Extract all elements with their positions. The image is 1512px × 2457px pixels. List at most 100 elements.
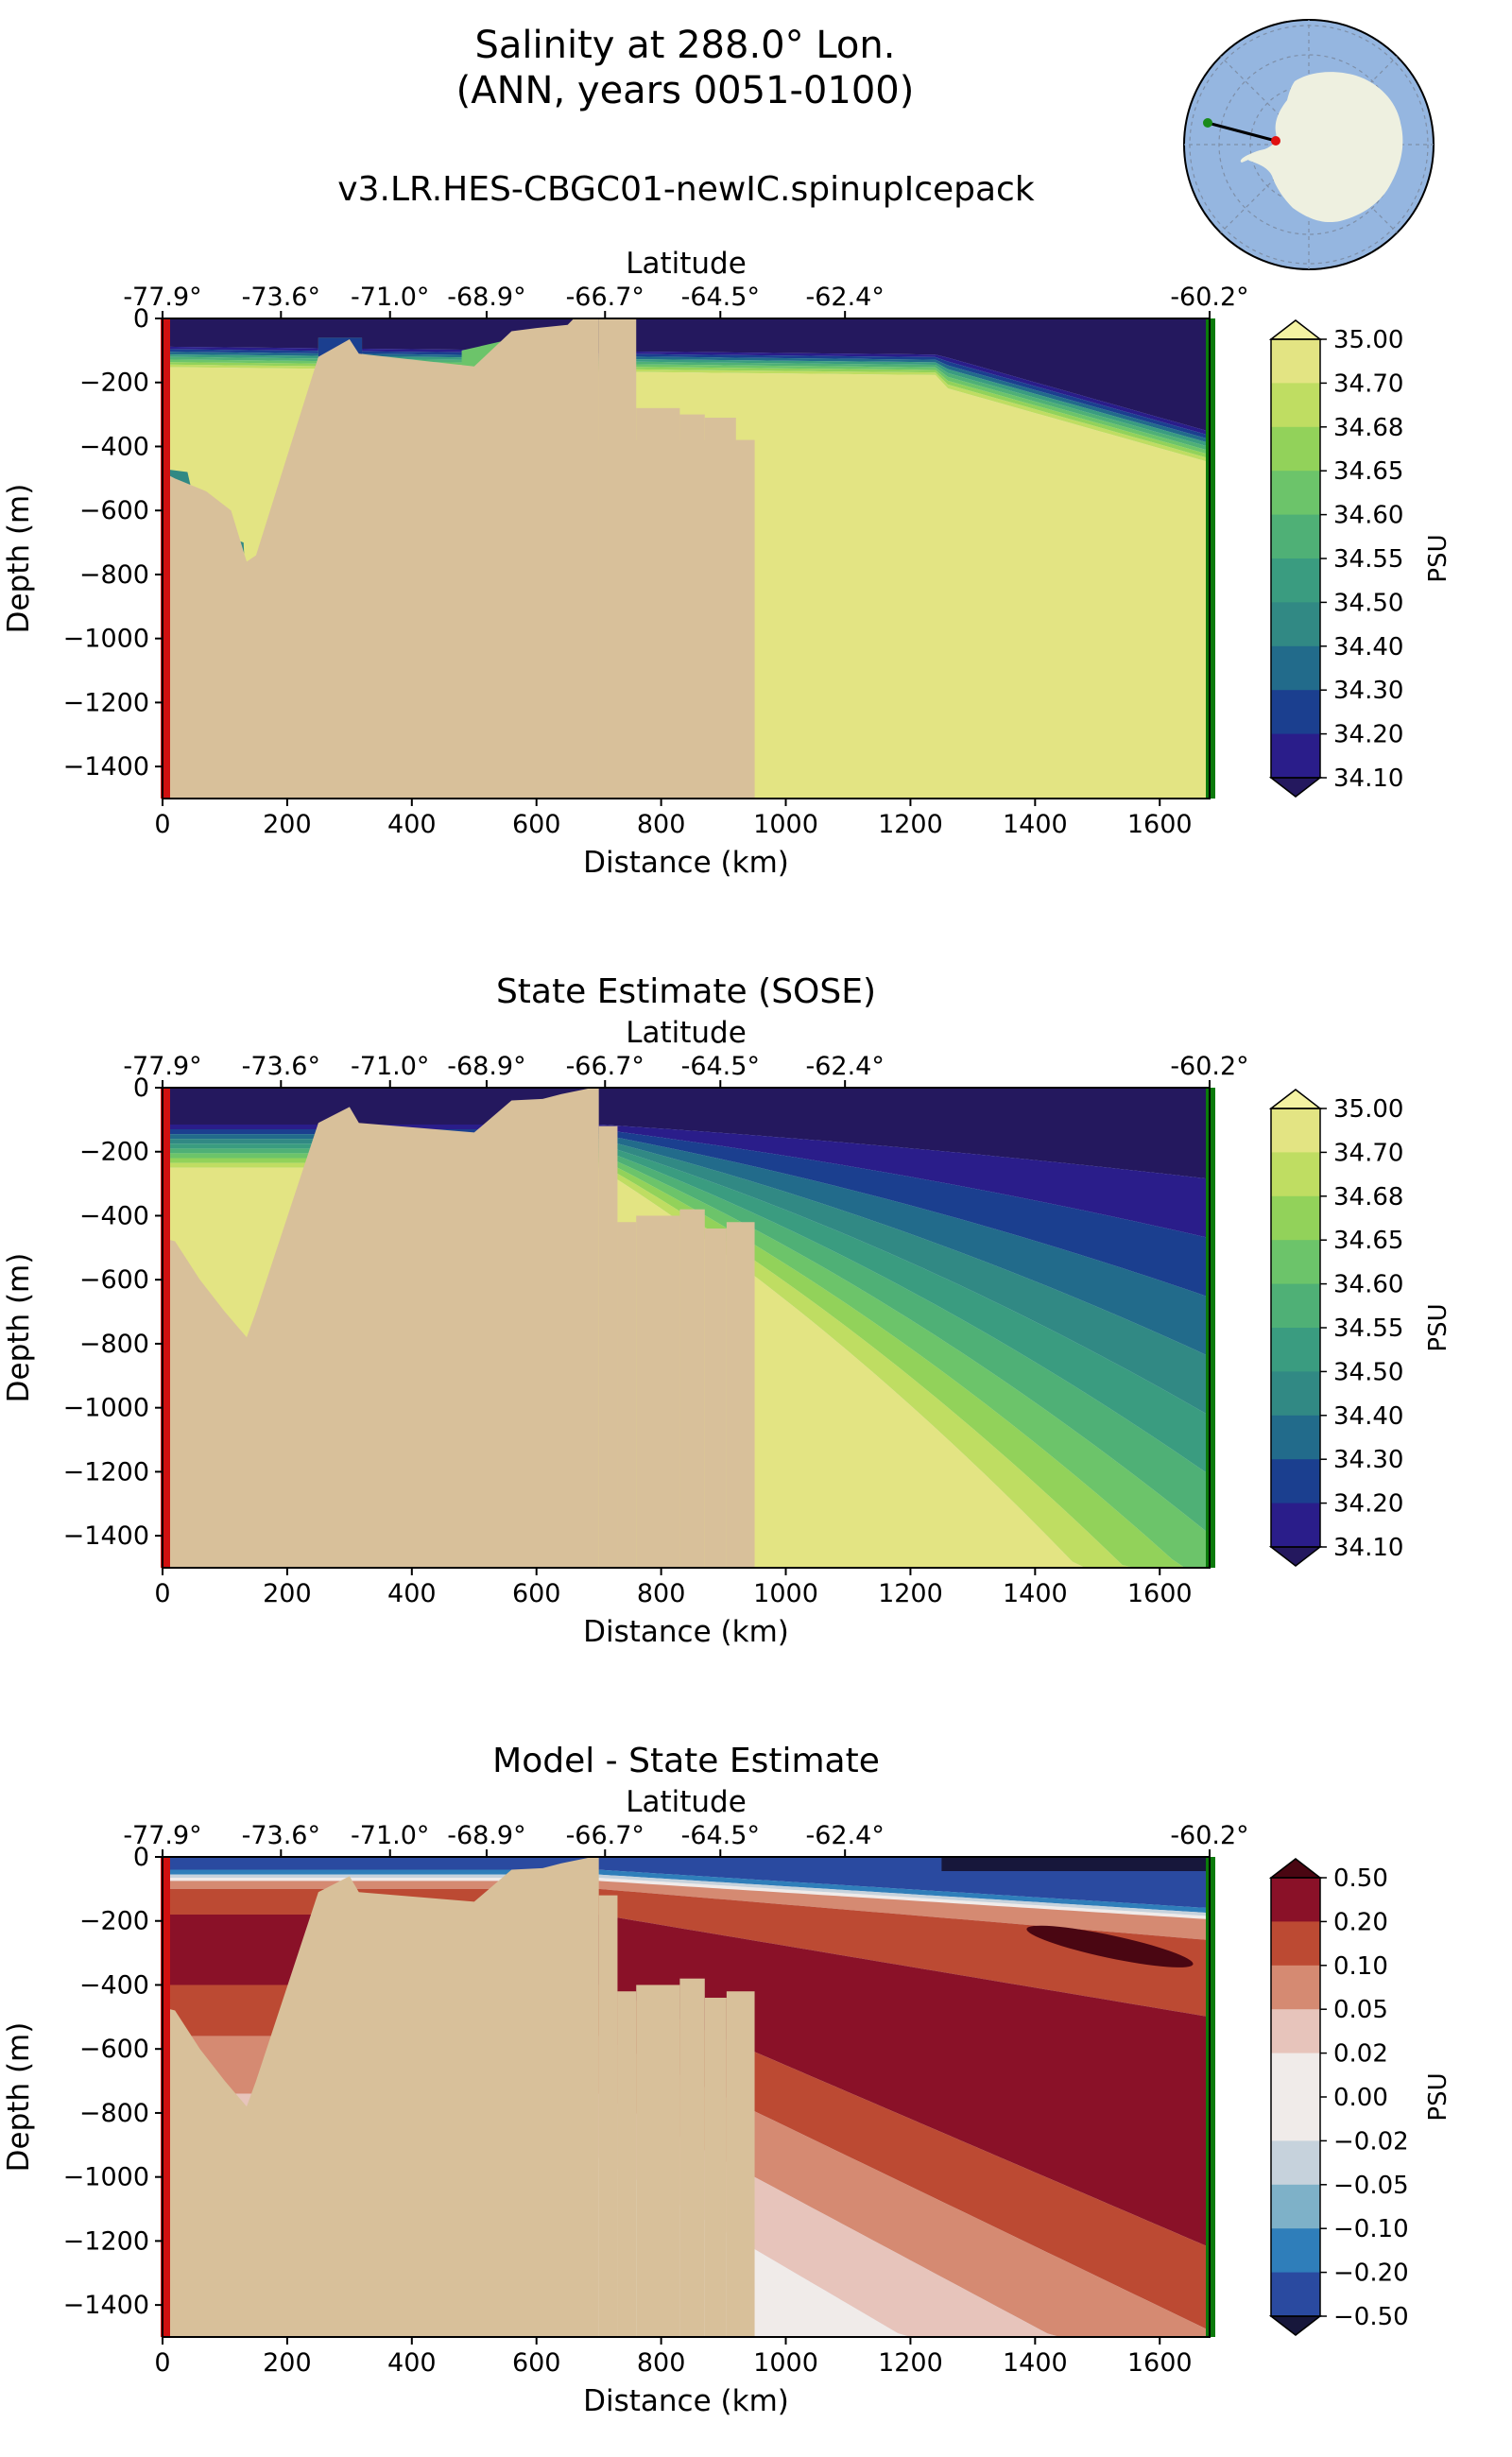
- land-block: [726, 1222, 755, 1568]
- land-profile: [163, 1857, 599, 2337]
- colorbar-segment: [1271, 471, 1320, 516]
- antarctica-land: [1247, 72, 1403, 223]
- colorbar-segment: [1271, 733, 1320, 779]
- x-axis-label: Distance (km): [583, 846, 789, 880]
- colorbar-segment: [1271, 339, 1320, 384]
- contour-band-8: [163, 1158, 1210, 1568]
- x-tick-label: 800: [637, 1579, 686, 1608]
- x-tick-label: 600: [512, 1579, 561, 1608]
- x-tick-label: 1400: [1003, 2348, 1068, 2378]
- plot-area: [163, 1857, 1210, 2337]
- colorbar-tick-label: 34.65: [1333, 457, 1403, 486]
- lat-tick-label: -62.4°: [805, 1821, 884, 1850]
- lat-tick-label: -71.0°: [351, 283, 429, 312]
- colorbar-tick-label: −0.10: [1333, 2215, 1409, 2243]
- lat-tick-label: -64.5°: [681, 283, 760, 312]
- colorbar-segment: [1271, 1195, 1320, 1241]
- y-tick-label: −1000: [63, 2163, 149, 2192]
- lat-tick-label: -66.7°: [566, 283, 644, 312]
- colorbar-segment: [1271, 1459, 1320, 1504]
- x-tick-label: 400: [387, 810, 437, 839]
- colorbar-tick-label: 34.30: [1333, 1446, 1403, 1474]
- colorbar-tick-label: −0.05: [1333, 2172, 1409, 2200]
- colorbar-segment: [1271, 2272, 1320, 2317]
- land-block: [726, 1991, 755, 2337]
- panel-title: Model - State Estimate: [492, 1742, 880, 1780]
- colorbar-segment: [1271, 1371, 1320, 1417]
- colorbar: 0.50 0.20 0.10 0.05 0.02 0.00 −0.02 −0.05 −0.10 −…: [1268, 1858, 1452, 2336]
- colorbar-tick-label: 34.30: [1333, 677, 1403, 705]
- contour-band-1: [163, 1869, 1210, 1914]
- lat-tick-label: -68.9°: [447, 1821, 525, 1850]
- y-tick-label: −800: [79, 560, 149, 590]
- x-tick-label: 0: [154, 2348, 170, 2378]
- colorbar-segment: [1271, 1921, 1320, 1967]
- axes-frame: [162, 318, 1211, 799]
- x-tick-label: 200: [263, 1579, 312, 1608]
- land-block: [617, 1222, 637, 1568]
- y-tick-label: −1200: [63, 2226, 149, 2256]
- y-tick-label: −600: [79, 496, 149, 525]
- colorbar-label: PSU: [1424, 2072, 1452, 2121]
- axes-frame: [162, 1087, 1211, 1569]
- colorbar-tick-label: 35.00: [1333, 1095, 1403, 1124]
- land-block: [704, 1998, 727, 2337]
- lat-tick-label: -64.5°: [681, 1821, 760, 1850]
- section-start-line: [161, 1088, 170, 1568]
- y-tick-label: −200: [79, 1138, 149, 1167]
- top-axis-label: Latitude: [626, 247, 747, 281]
- colorbar: 35.00 34.70 34.68 34.65 34.60 34.55 34.50 34.40…: [1268, 1089, 1452, 1567]
- y-tick-label: −1400: [63, 2291, 149, 2320]
- lat-tick-label: -62.4°: [805, 1052, 884, 1081]
- colorbar-segment: [1271, 1965, 1320, 2010]
- antarctica-map-icon: [1183, 19, 1435, 270]
- colorbar-tick-label: 34.10: [1333, 765, 1403, 793]
- lat-tick-label: -68.9°: [447, 1052, 525, 1081]
- y-tick-label: −1200: [63, 1457, 149, 1486]
- x-tick-label: 200: [263, 2348, 312, 2378]
- land-block: [679, 1209, 705, 1568]
- colorbar-tick-label: 0.05: [1333, 1996, 1388, 2024]
- panel-title: State Estimate (SOSE): [496, 972, 876, 1011]
- land-block: [598, 1125, 618, 1568]
- land-block: [617, 1991, 637, 2337]
- figure-title-line1: Salinity at 288.0° Lon.: [474, 24, 896, 67]
- plot-area: [163, 1088, 1210, 1568]
- colorbar-tick-label: 34.40: [1333, 1402, 1403, 1431]
- y-tick-label: −1400: [63, 752, 149, 782]
- lat-tick-label: -73.6°: [242, 283, 320, 312]
- section-start-marker: [1203, 118, 1212, 128]
- panel-3: Model - State Estimate Latitude 0 200 400 600…: [2, 1742, 1452, 2418]
- panel-2: State Estimate (SOSE) Latitude 0 200 400 600 8…: [2, 972, 1452, 1649]
- colorbar-tick-label: 34.60: [1333, 1271, 1403, 1299]
- y-axis-label: Depth (m): [2, 2022, 36, 2173]
- colorbar-extend-bottom: [1268, 1546, 1323, 1567]
- y-tick-label: −800: [79, 2099, 149, 2128]
- top-axis-label: Latitude: [626, 1016, 747, 1050]
- colorbar-segment: [1271, 2053, 1320, 2098]
- colorbar-segment: [1271, 558, 1320, 603]
- colorbar-tick-label: 34.70: [1333, 1139, 1403, 1167]
- colorbar-tick-label: 34.55: [1333, 1314, 1403, 1343]
- colorbar-tick-label: 35.00: [1333, 326, 1403, 354]
- y-tick-label: −400: [79, 1201, 149, 1230]
- y-tick-label: 0: [133, 1843, 149, 1872]
- contour-band-4: [163, 1139, 1210, 1417]
- land-block: [598, 1895, 618, 2337]
- colorbar-tick-label: 0.10: [1333, 1952, 1388, 1981]
- colorbar-segment: [1271, 2184, 1320, 2229]
- anomaly-blob: [1026, 1925, 1194, 1967]
- colorbar-tick-label: 34.50: [1333, 1358, 1403, 1386]
- section-start-line: [161, 318, 170, 799]
- land-block: [598, 439, 755, 799]
- colorbar-segment: [1271, 2228, 1320, 2274]
- contour-band-4: [163, 1881, 1210, 1941]
- x-tick-label: 1200: [878, 2348, 943, 2378]
- x-tick-label: 0: [154, 1579, 170, 1608]
- x-tick-label: 1600: [1127, 2348, 1193, 2378]
- x-tick-label: 1000: [753, 810, 818, 839]
- x-tick-label: 1400: [1003, 1579, 1068, 1608]
- colorbar-tick-label: 34.20: [1333, 721, 1403, 749]
